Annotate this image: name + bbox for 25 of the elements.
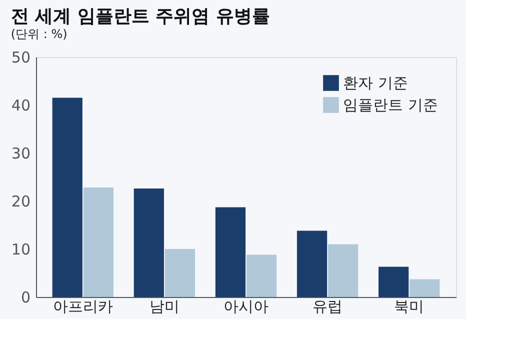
y-tick-label: 10: [11, 240, 30, 258]
bar: [328, 244, 358, 297]
x-tick-label: 아프리카: [52, 298, 113, 316]
y-tick-label: 20: [11, 192, 30, 210]
bar: [164, 249, 196, 297]
bar: [83, 188, 114, 297]
x-tick-label: 아시아: [224, 298, 268, 316]
y-tick-label: 50: [11, 48, 30, 66]
y-tick-label: 0: [20, 288, 30, 306]
x-tick-label: 유럽: [312, 298, 343, 316]
legend-label: 임플란트 기준: [343, 96, 438, 114]
bar: [378, 266, 409, 297]
legend-label: 환자 기준: [343, 74, 408, 92]
bar: [134, 188, 164, 297]
bar: [215, 207, 246, 297]
bar: [296, 230, 328, 297]
y-tick-label: 30: [11, 144, 30, 162]
x-tick-label: 남미: [149, 298, 180, 316]
y-tick-label: 40: [11, 96, 30, 114]
chart-subtitle: (단위 : %): [10, 27, 68, 41]
chart-title: 전 세계 임플란트 주위염 유병률: [10, 6, 270, 27]
bar: [410, 279, 440, 297]
bar: [52, 98, 82, 297]
bar: [246, 254, 277, 297]
x-tick-label: 북미: [394, 298, 424, 316]
